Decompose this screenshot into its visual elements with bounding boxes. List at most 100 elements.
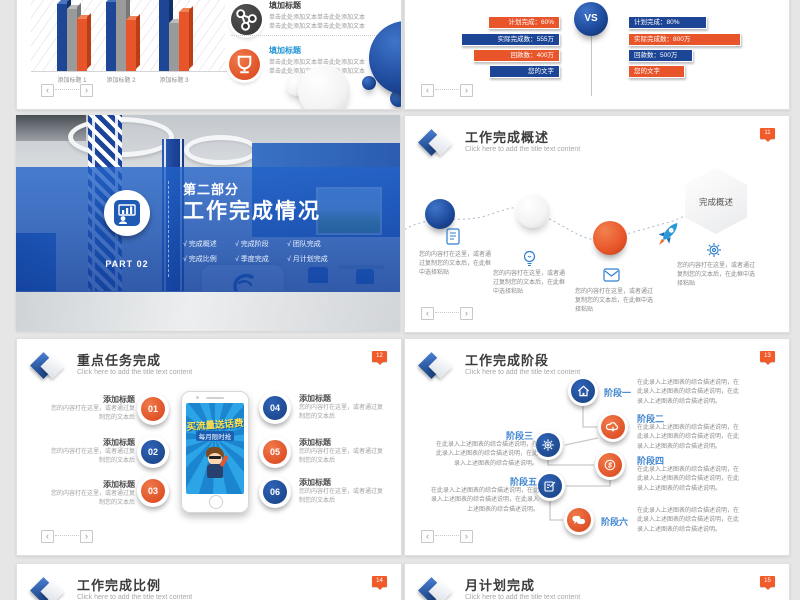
title-diamond-icon [30, 575, 69, 600]
cover-title-big: 工作完成情况 [183, 200, 321, 223]
stage-desc-4: 在此录入上述图表的综合描述说明，在此录入上述图表的综合描述说明，在此录入上述图表… [637, 467, 740, 492]
vs-bar-right-1: 计划完成：80% [628, 16, 707, 29]
bar-blue-2 [106, 2, 116, 71]
photo-floor [16, 291, 400, 331]
feature-heading: 填加标题 [269, 46, 301, 55]
stage-circle-2 [598, 412, 628, 442]
slide-nav: ‹ › [41, 530, 93, 543]
vs-bar-left-3: 回款数：400万 [473, 49, 560, 62]
slide-card-bar-chart[interactable]: 添加标题 1 添加标题 2 添加标题 3 填加标题 单击此处添加文本单击此处添加… [16, 0, 402, 110]
bar-orange-1 [77, 19, 87, 71]
home-icon [577, 385, 589, 397]
slide-title: 重点任务完成 [77, 353, 162, 368]
overview-block-text: 您的内容打在这里，或者通过复制您的文本后，在此框中选择粘贴 [575, 289, 654, 313]
slide-subtitle: Click here to add the title text content [77, 369, 193, 376]
document-icon [446, 228, 460, 245]
title-diamond-icon [418, 575, 457, 600]
phone-ad-screen: 买流量送话费 每月限时抢 [186, 403, 244, 494]
stage-label-1: 阶段一 [604, 388, 632, 398]
feature-line: 单击此处添加文本单击此处添加文本 [269, 60, 366, 66]
stage-desc-5: 在此录入上述图表的综合描述说明，在此录入上述图表的综合描述说明，在此录入上述图表… [431, 488, 540, 513]
cover-check-item: √ 月计划完成 [287, 256, 328, 263]
bulb-icon [523, 250, 536, 266]
slide-card-stages[interactable]: 工作完成阶段 Click here to add the title text … [404, 338, 790, 556]
decor-sphere [362, 76, 376, 90]
next-button[interactable]: › [460, 84, 473, 97]
bar-gray-1 [67, 9, 77, 71]
slide-card-overview[interactable]: 工作完成概述 Click here to add the title text … [404, 115, 790, 333]
bar-orange-2 [126, 20, 136, 71]
slide-title: 工作完成比例 [77, 578, 162, 593]
bar-blue-3 [159, 0, 169, 71]
slide-card-section-cover[interactable]: PART 02 第二部分 工作完成情况 √ 完成概述 √ 完成阶段 √ 团队完成… [16, 115, 400, 331]
feature-line: 单击此处添加文本单击此处添加文本 [269, 15, 366, 21]
prev-button[interactable]: ‹ [421, 84, 434, 97]
stage-heading-4: 阶段四 [637, 456, 665, 466]
slide-subtitle: Click here to add the title text content [465, 146, 581, 153]
cover-check-item: √ 团队完成 [287, 241, 321, 248]
award-icon [229, 49, 260, 80]
cover-check-item: √ 完成概述 [183, 241, 217, 248]
vs-bar-left-2: 实际完成数：555万 [461, 33, 560, 46]
prev-button[interactable]: ‹ [421, 530, 434, 543]
slide-nav: ‹ › [421, 84, 473, 97]
chat-icon [572, 515, 585, 524]
cover-dashed-divider [168, 181, 169, 277]
vs-divider-line [591, 36, 592, 96]
task-number-circle: 04 [259, 392, 291, 424]
slide-card-monthly[interactable]: 月计划完成 Click here to add the title text c… [404, 563, 790, 600]
title-diamond-icon [30, 350, 69, 382]
next-button[interactable]: › [80, 530, 93, 543]
stage-label-3: 阶段三 [505, 431, 533, 441]
hexagon-label: 完成概述 [698, 197, 733, 207]
slide-subtitle: Click here to add the title text content [465, 594, 581, 600]
cover-overlay-band: PART 02 第二部分 工作完成情况 √ 完成概述 √ 完成阶段 √ 团队完成… [16, 167, 400, 292]
check-icon: √ [183, 256, 187, 263]
next-button[interactable]: › [80, 84, 93, 97]
vs-bar-right-4: 您的文字 [628, 65, 685, 78]
nav-dots [435, 535, 459, 536]
vs-bar-right-2: 实际完成数：800万 [628, 33, 741, 46]
check-icon: √ [287, 241, 291, 248]
bar-gray-2 [116, 0, 126, 71]
stage-desc-1: 在此录入上述图表的综合描述说明，在此录入上述图表的综合描述说明，在此录入上述图表… [637, 380, 740, 405]
check-icon: √ [287, 256, 291, 263]
dotted-divider [231, 35, 389, 36]
task-number-circle: 06 [259, 476, 291, 508]
cloud-icon [606, 422, 619, 432]
next-button[interactable]: › [460, 307, 473, 320]
path-sphere-white [516, 194, 550, 228]
envelope-icon [603, 268, 620, 282]
cover-title-small: 第二部分 [183, 182, 240, 197]
prev-button[interactable]: ‹ [41, 530, 54, 543]
chart-axis [31, 71, 227, 72]
task-number-circle: 01 [137, 393, 169, 425]
prev-button[interactable]: ‹ [41, 84, 54, 97]
cover-part-label: PART 02 [105, 259, 149, 269]
dotted-path [405, 205, 706, 241]
overview-block-text: 您的内容打在这里，或者通过复制您的文本后，在此框中选择粘贴 [677, 263, 756, 287]
stage-circle-3 [533, 430, 563, 460]
slide-card-key-tasks[interactable]: 重点任务完成 Click here to add the title text … [16, 338, 402, 556]
stage-circle-6 [564, 505, 594, 535]
slide-card-vs-comparison[interactable]: 计划完成：60% 实际完成数：555万 回款数：400万 您的文字 VS 计划完… [404, 0, 790, 110]
prev-button[interactable]: ‹ [421, 307, 434, 320]
nav-dots [435, 312, 459, 313]
task-number-circle: 02 [137, 436, 169, 468]
task-number-circle: 05 [259, 436, 291, 468]
slide-nav: ‹ › [41, 84, 93, 97]
svg-text:$: $ [607, 463, 612, 470]
next-button[interactable]: › [460, 530, 473, 543]
slide-card-ratio[interactable]: 工作完成比例 Click here to add the title text … [16, 563, 402, 600]
pencil-icon [544, 481, 556, 492]
feature-line: 单击此处添加文本单击此处添加文本 [269, 24, 366, 30]
chart-category-label: 添加标题 2 [106, 78, 136, 84]
chart-category-label: 添加标题 3 [159, 78, 189, 84]
chart-category-label: 添加标题 1 [57, 78, 87, 84]
bar-blue-1 [57, 4, 67, 71]
dollar-icon: $ [604, 459, 616, 471]
rocket-icon [658, 223, 678, 245]
check-icon: √ [235, 241, 239, 248]
slide-subtitle: Click here to add the title text content [77, 594, 193, 600]
stage-circle-1 [568, 376, 598, 406]
